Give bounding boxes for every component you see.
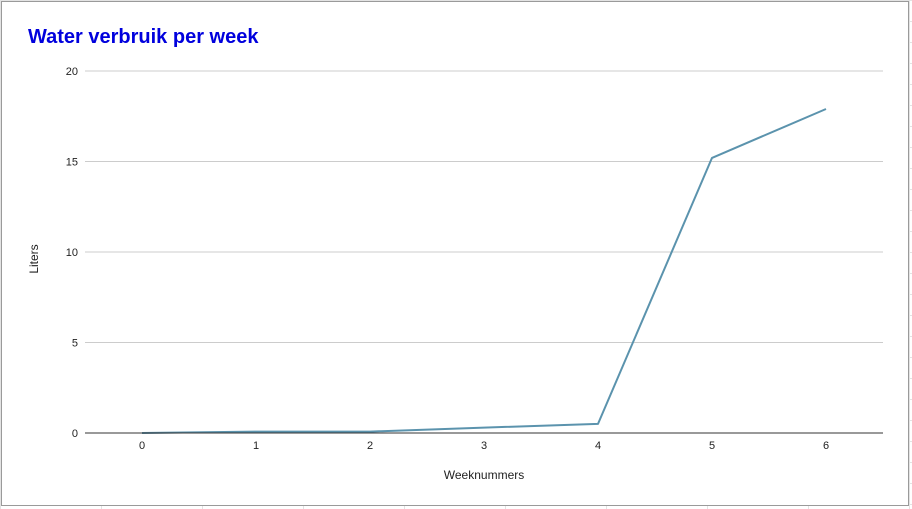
x-tick-label: 0	[139, 440, 145, 452]
y-tick-label: 0	[72, 428, 78, 440]
chart-title: Water verbruik per week	[28, 26, 259, 48]
data-point[interactable]	[253, 429, 259, 435]
x-tick-label: 3	[481, 440, 487, 452]
series-line	[141, 108, 827, 434]
x-tick-label: 1	[253, 440, 259, 452]
data-point[interactable]	[709, 155, 715, 161]
y-tick-label: 10	[66, 247, 78, 259]
y-axis-title: Liters	[27, 244, 41, 273]
y-tick-label: 5	[72, 338, 78, 350]
x-tick-label: 2	[367, 440, 373, 452]
data-point[interactable]	[367, 429, 373, 435]
data-point[interactable]	[481, 425, 487, 431]
y-tick-label: 15	[66, 157, 78, 169]
series-layer	[141, 106, 829, 435]
y-tick-label: 20	[66, 66, 78, 78]
x-axis-title: Weeknummers	[444, 468, 524, 482]
x-tick-labels: 0 1 2 3 4 5 6	[139, 440, 829, 452]
y-gridlines	[85, 70, 883, 343]
x-tick-label: 5	[709, 440, 715, 452]
data-point[interactable]	[823, 106, 829, 112]
x-tick-label: 4	[595, 440, 601, 452]
data-point[interactable]	[595, 421, 601, 427]
y-tick-labels: 0 5 10 15 20	[66, 66, 78, 440]
x-tick-label: 6	[823, 440, 829, 452]
